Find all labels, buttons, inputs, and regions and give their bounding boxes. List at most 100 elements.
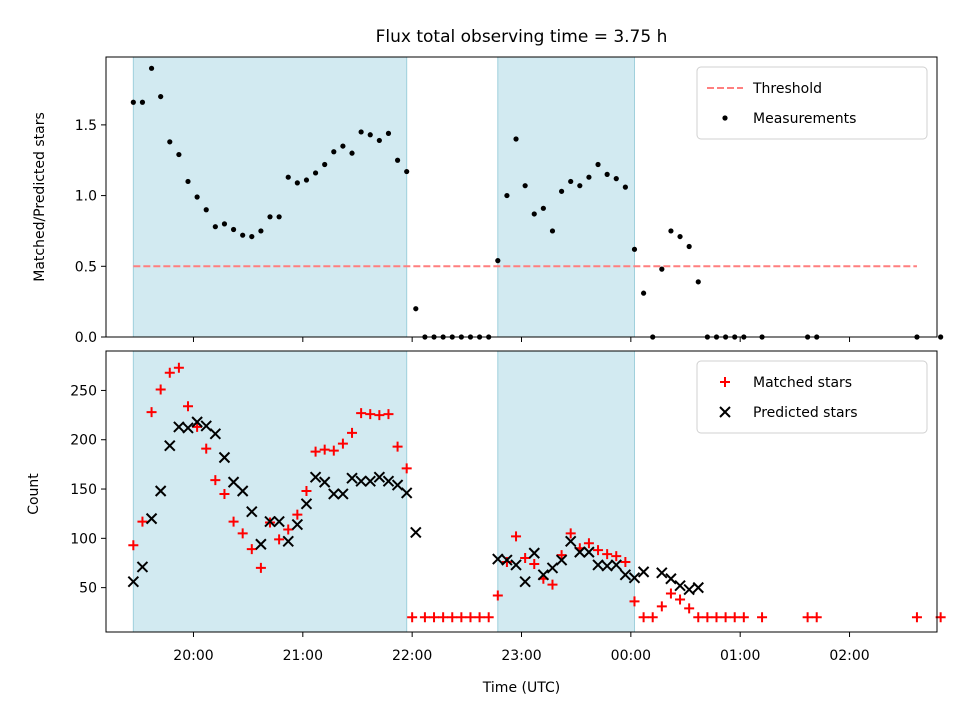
matched-star-point: [292, 509, 303, 520]
matched-star-point: [638, 612, 649, 623]
observing-window: [497, 350, 635, 633]
measurement-point: [194, 194, 200, 200]
matched-star-point: [356, 408, 367, 419]
legend-label: Predicted stars: [753, 405, 858, 421]
matched-star-point: [219, 488, 230, 499]
y-tick-label: 0.5: [75, 259, 97, 275]
matched-star-point: [602, 549, 613, 560]
y-tick-label: 1.0: [75, 189, 97, 205]
measurement-point: [276, 214, 282, 220]
predicted-star-point: [564, 535, 577, 547]
observing-window: [132, 56, 408, 338]
predicted-star-point: [164, 439, 176, 452]
legend: Matched stars Predicted stars: [696, 360, 928, 434]
matched-star-point: [684, 603, 695, 614]
matched-star-point: [693, 612, 704, 623]
predicted-star-point: [382, 475, 395, 487]
predicted-star-point: [209, 428, 222, 440]
predicted-star-point: [410, 526, 422, 539]
measurement-point: [568, 178, 574, 185]
measurement-point: [540, 205, 546, 211]
legend-matched-swatch: [720, 377, 730, 387]
measurement-point: [358, 129, 364, 135]
observing-window: [497, 56, 635, 338]
predicted-star-point: [665, 573, 677, 585]
y-tick-label: 200: [70, 433, 97, 449]
measurement-point: [230, 226, 237, 233]
predicted-star-point: [373, 471, 386, 483]
predicted-star-point: [337, 488, 349, 500]
measurement-point: [385, 130, 392, 136]
measurement-point: [158, 93, 164, 100]
matched-star-point: [274, 534, 285, 545]
matched-star-point: [583, 538, 594, 549]
matched-star-point: [407, 612, 418, 623]
measurement-point: [531, 211, 537, 217]
predicted-star-point: [273, 515, 285, 528]
predicted-star-point: [683, 583, 695, 596]
predicted-star-point: [492, 553, 504, 565]
predicted-star-point: [692, 581, 704, 594]
measurement-point: [695, 279, 701, 285]
predicted-star-point: [127, 576, 140, 588]
bottom-y-axis-label: Count: [26, 473, 42, 515]
matched-star-point: [611, 551, 622, 562]
matched-star-point: [483, 612, 494, 623]
matched-star-point: [401, 463, 412, 474]
matched-star-point: [675, 594, 686, 605]
predicted-star-point: [328, 488, 340, 500]
matched-star-point: [738, 612, 749, 623]
matched-star-point: [456, 612, 467, 623]
predicted-star-point: [291, 518, 304, 531]
predicted-star-point: [592, 559, 604, 571]
matched-star-point: [328, 445, 339, 456]
matched-star-point: [392, 441, 403, 452]
matched-star-point: [593, 545, 604, 556]
legend-predicted-swatch: [719, 406, 731, 418]
predicted-star-point: [583, 546, 595, 558]
matched-star-point: [319, 444, 330, 455]
matched-star-point: [183, 401, 194, 412]
matched-star-point: [802, 612, 813, 623]
measurement-point: [659, 266, 665, 272]
matched-star-point: [210, 475, 221, 486]
matched-star-point: [556, 550, 567, 561]
measurement-point: [413, 306, 419, 312]
matched-star-point: [629, 596, 640, 607]
measurement-point: [322, 161, 328, 168]
measurement-point: [267, 214, 273, 220]
legend-box: [696, 360, 928, 434]
matched-star-point: [146, 407, 157, 418]
matched-star-point: [283, 524, 294, 535]
x-axis-label: Time (UTC): [482, 680, 560, 696]
legend-label: Measurements: [753, 111, 856, 127]
measurement-point: [522, 183, 528, 189]
predicted-star-point: [200, 420, 212, 432]
predicted-star-point: [528, 547, 540, 559]
predicted-star-point: [255, 538, 267, 550]
predicted-star-point: [574, 546, 586, 558]
measurement-point: [586, 174, 592, 180]
measurement-point: [613, 176, 619, 182]
predicted-star-point: [218, 451, 231, 464]
matched-star-point: [337, 438, 348, 449]
matched-star-point: [164, 367, 175, 378]
predicted-star-point: [674, 579, 686, 592]
matched-star-point: [811, 612, 822, 623]
matched-star-point: [711, 612, 722, 623]
matched-star-point: [155, 384, 166, 395]
predicted-star-point: [154, 485, 167, 497]
matched-star-point: [911, 612, 922, 623]
measurement-point: [249, 233, 255, 240]
predicted-star-point: [182, 422, 194, 434]
measurement-point: [513, 136, 519, 142]
predicted-star-point: [601, 560, 613, 572]
measurement-point: [312, 170, 319, 176]
y-tick-label: 50: [79, 581, 97, 597]
measurement-point: [148, 65, 155, 71]
legend-box: [696, 66, 928, 140]
matched-star-point: [173, 362, 184, 373]
top-y-axis-label: Matched/Predicted stars: [32, 112, 48, 282]
measurement-point: [349, 150, 355, 156]
predicted-star-point: [519, 576, 531, 588]
